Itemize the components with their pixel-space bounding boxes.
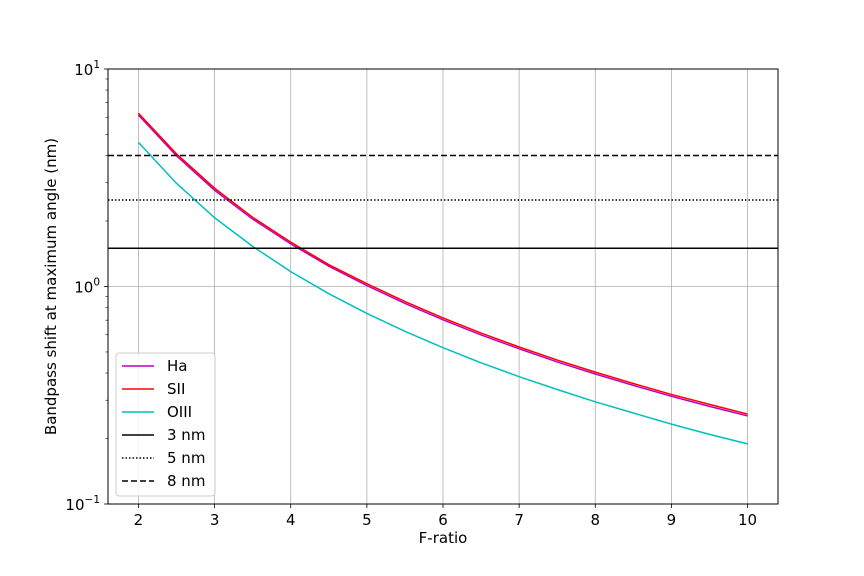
x-tick-label: 6 [438,511,448,529]
x-tick-label: 3 [210,511,220,529]
series-lines [108,112,778,445]
series-line-oiii [137,141,748,445]
legend-label-sii: SII [167,380,185,398]
x-axis-label: F-ratio [419,529,468,547]
legend-label-8-nm: 8 nm [167,472,205,490]
x-tick-label: 9 [667,511,677,529]
y-tick-label: 101 [74,59,100,79]
x-tick-label: 8 [590,511,600,529]
legend: Ha SII OIII 3 nm 5 nm 8 nm [115,352,216,497]
y-axis-label: Bandpass shift at maximum angle (nm) [42,138,60,435]
x-tick-label: 10 [738,511,757,529]
y-tick-label: 10−1 [65,494,100,514]
series-line-ha [137,114,748,417]
legend-label-oiii: OIII [167,403,192,421]
series-line-sii [137,112,748,415]
legend-label-5-nm: 5 nm [167,449,205,467]
x-axis-ticks: 2 3 4 5 6 7 8 9 10 [134,504,757,529]
x-tick-label: 5 [362,511,372,529]
x-tick-label: 4 [286,511,296,529]
x-tick-label: 2 [134,511,144,529]
legend-label-3-nm: 3 nm [167,426,205,444]
y-tick-label: 100 [74,277,100,297]
x-tick-label: 7 [514,511,524,529]
legend-label-ha: Ha [167,357,187,375]
y-axis-ticks: 10−1 100 101 [65,59,108,514]
